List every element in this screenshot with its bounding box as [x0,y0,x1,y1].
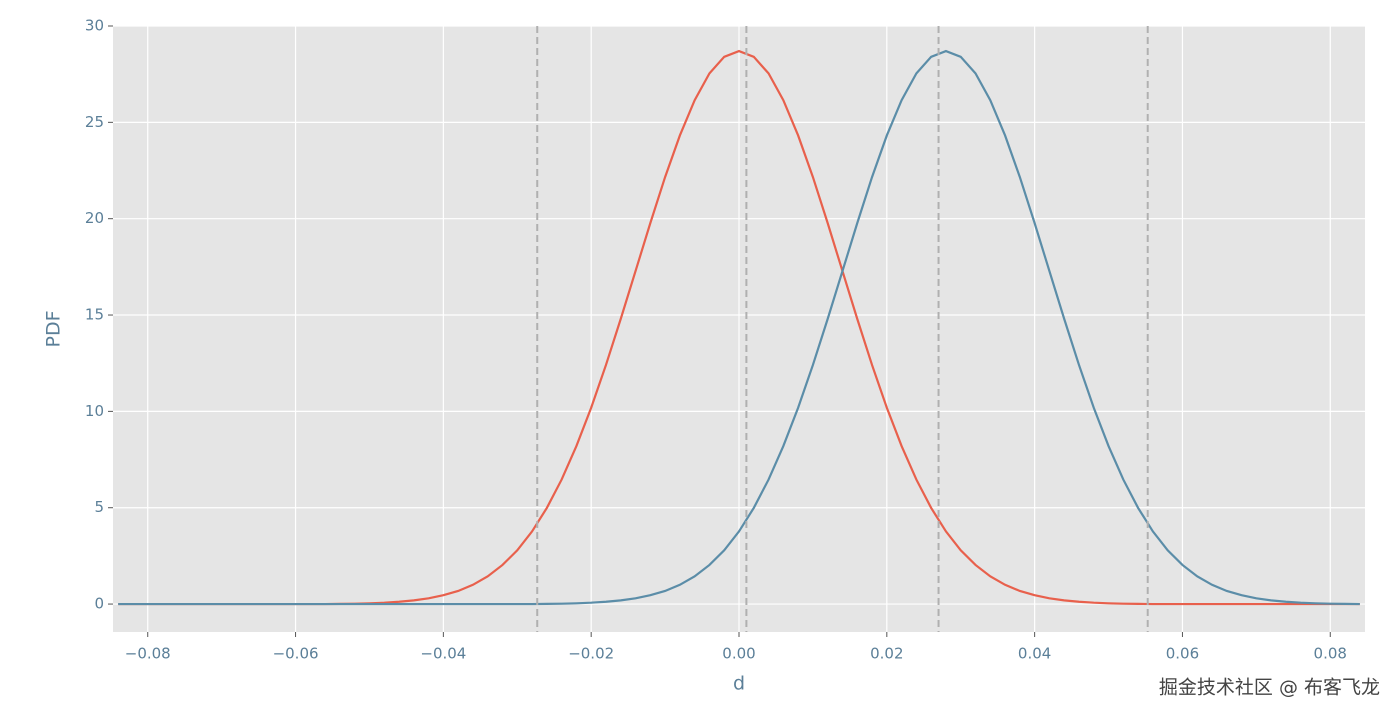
x-tick-label: 0.08 [1314,645,1347,663]
y-tick-label: 20 [85,209,104,227]
x-tick-label: −0.02 [568,645,614,663]
x-tick-label: 0.00 [722,645,755,663]
x-axis-label: d [733,673,745,695]
line-series [118,49,1360,606]
x-tick-label: −0.04 [420,645,466,663]
y-tick-label: 15 [85,306,104,324]
y-tick-label: 30 [85,17,104,35]
x-tick-label: 0.02 [870,645,903,663]
x-tick-label: −0.06 [273,645,319,663]
y-tick-label: 25 [85,113,104,131]
x-tick-label: 0.04 [1018,645,1051,663]
y-tick-label: 5 [94,498,104,516]
y-tick-label: 0 [94,595,104,613]
y-tick-label: 10 [85,402,104,420]
x-tick-label: −0.08 [125,645,171,663]
watermark: 掘金技术社区 @ 布客飞龙 [1159,677,1380,699]
y-axis-label: PDF [43,310,65,347]
x-tick-label: 0.06 [1166,645,1199,663]
